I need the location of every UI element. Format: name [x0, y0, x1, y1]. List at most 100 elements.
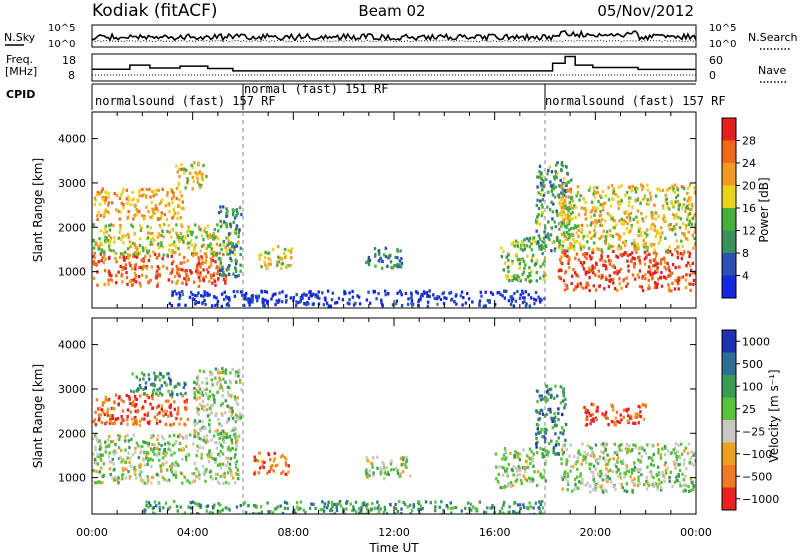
cpid-strip: CPID normalsound (fast) 157 RF normal (f… — [6, 82, 726, 110]
velocity-colorbar-label: Velocity [m s⁻¹] — [767, 369, 781, 462]
power-colorbar-tick: 4 — [742, 270, 749, 283]
time-tick-label: 20:00 — [579, 526, 611, 539]
cpid-segment-3: normalsound (fast) 157 RF — [545, 94, 726, 108]
freq-panel: Freq. [MHz] 18 8 60 0 Nave — [5, 53, 786, 83]
colorbar-swatch — [722, 253, 736, 276]
colorbar-swatch — [722, 375, 736, 398]
date-title: 05/Nov/2012 — [597, 2, 694, 20]
velocity-echo-region — [560, 442, 696, 494]
power-colorbar-label: Power [dB] — [757, 177, 771, 242]
velocity-colorbar-tick: 1000 — [742, 335, 770, 348]
colorbar-swatch — [722, 420, 736, 443]
power-echo-region — [365, 246, 404, 270]
power-echo-region — [168, 289, 546, 308]
nave-tick-high: 60 — [709, 54, 723, 67]
velocity-echo-region — [129, 371, 187, 397]
nave-label: Nave — [758, 64, 786, 77]
power-ylabel: Slant Range [km] — [31, 158, 45, 262]
velocity-echo-region — [193, 367, 243, 445]
freq-unit: [MHz] — [5, 65, 37, 78]
velocity-ytick-label: 3000 — [58, 383, 86, 396]
time-tick-label: 00:00 — [76, 526, 108, 539]
time-tick-label: 12:00 — [378, 526, 410, 539]
power-colorbar-tick: 24 — [742, 157, 756, 170]
time-tick-label: 00:00 — [680, 526, 712, 539]
velocity-ytick-label: 1000 — [58, 472, 86, 485]
nsky-trace — [91, 29, 697, 43]
power-ytick-label: 2000 — [58, 221, 86, 234]
power-heatmap — [92, 161, 696, 308]
nsky-tick-high: 10^5 — [48, 23, 75, 34]
power-ytick-label: 3000 — [58, 177, 86, 190]
velocity-colorbar-tick: −500 — [742, 470, 772, 483]
freq-label: Freq. — [6, 53, 33, 66]
colorbar-swatch — [722, 185, 736, 208]
time-tick-label: 04:00 — [177, 526, 209, 539]
colorbar-swatch — [722, 352, 736, 375]
velocity-colorbar-tick: −25 — [742, 425, 765, 438]
colorbar-swatch — [722, 442, 736, 465]
time-axis: 00:00 04:00 08:00 12:00 16:00 20:00 00:00 — [76, 112, 712, 539]
power-colorbar-tick: 28 — [742, 135, 756, 148]
power-ytick-label: 4000 — [58, 133, 86, 146]
power-colorbar: 4 8 12 16 20 24 28 — [721, 117, 756, 299]
velocity-echo-region — [142, 499, 546, 514]
nsky-label: N.Sky — [4, 31, 36, 44]
power-colorbar-tick: 8 — [742, 247, 749, 260]
nsearch-label: N.Search — [748, 31, 798, 44]
velocity-colorbar-tick: −1000 — [742, 493, 779, 506]
power-echo-region — [218, 205, 243, 279]
power-panel: 1000 2000 3000 4000 Slant Range [km] 4 8 12 16… — [31, 111, 771, 309]
velocity-ylabel: Slant Range [km] — [31, 364, 45, 468]
velocity-ytick-label: 2000 — [58, 427, 86, 440]
cpid-segment-1: normalsound (fast) 157 RF — [95, 94, 276, 108]
power-colorbar-tick: 20 — [742, 180, 756, 193]
velocity-colorbar-tick: 100 — [742, 380, 763, 393]
velocity-heatmap — [92, 367, 696, 514]
time-axis-label: Time UT — [368, 541, 419, 554]
power-echo-region — [93, 187, 185, 222]
beam-title: Beam 02 — [358, 2, 425, 20]
nsky-tick-low: 10^0 — [48, 39, 75, 50]
velocity-panel: 1000 2000 3000 4000 Slant Range [km] 1000 50… — [31, 317, 781, 515]
velocity-y-axis: 1000 2000 3000 4000 — [58, 339, 696, 485]
velocity-colorbar-tick: 500 — [742, 358, 763, 371]
cpid-segment-2: normal (fast) 151 RF — [244, 82, 389, 96]
station-title: Kodiak (fitACF) — [92, 1, 218, 21]
nsky-panel: N.Sky 10^5 10^0 10^5 10^0 N.Search — [4, 23, 798, 50]
power-echo-region — [557, 249, 696, 293]
time-tick-label: 08:00 — [277, 526, 309, 539]
velocity-colorbar-tick: 25 — [742, 403, 756, 416]
velocity-colorbar-tick: −100 — [742, 448, 772, 461]
velocity-echo-region — [253, 451, 290, 476]
velocity-echo-region — [92, 433, 241, 486]
power-echo-region — [258, 245, 294, 271]
colorbar-swatch — [722, 163, 736, 186]
cpid-label: CPID — [6, 88, 35, 101]
freq-trace — [92, 55, 696, 76]
colorbar-swatch — [722, 330, 736, 353]
mode-change-markers — [242, 84, 546, 514]
colorbar-swatch — [722, 465, 736, 488]
freq-tick-low: 8 — [68, 69, 75, 82]
velocity-colorbar: 1000 500 100 25 −25 −100 −500 −1000 — [721, 329, 779, 511]
colorbar-swatch — [722, 487, 736, 510]
freq-tick-high: 18 — [62, 54, 76, 67]
colorbar-swatch — [722, 230, 736, 253]
time-tick-label: 16:00 — [479, 526, 511, 539]
nsearch-tick-high: 10^5 — [709, 23, 736, 34]
velocity-ytick-label: 4000 — [58, 339, 86, 352]
power-echo-region — [92, 222, 241, 257]
power-ytick-label: 1000 — [58, 266, 86, 279]
colorbar-swatch — [722, 397, 736, 420]
colorbar-swatch — [722, 208, 736, 231]
power-echo-region — [535, 161, 573, 253]
nsearch-tick-low: 10^0 — [709, 39, 736, 50]
power-echo-region — [557, 183, 696, 253]
power-y-axis: 1000 2000 3000 4000 — [58, 133, 696, 279]
power-echo-region — [92, 251, 228, 288]
velocity-echo-region — [92, 393, 190, 427]
velocity-echo-region — [494, 446, 548, 490]
colorbar-swatch — [722, 118, 736, 141]
